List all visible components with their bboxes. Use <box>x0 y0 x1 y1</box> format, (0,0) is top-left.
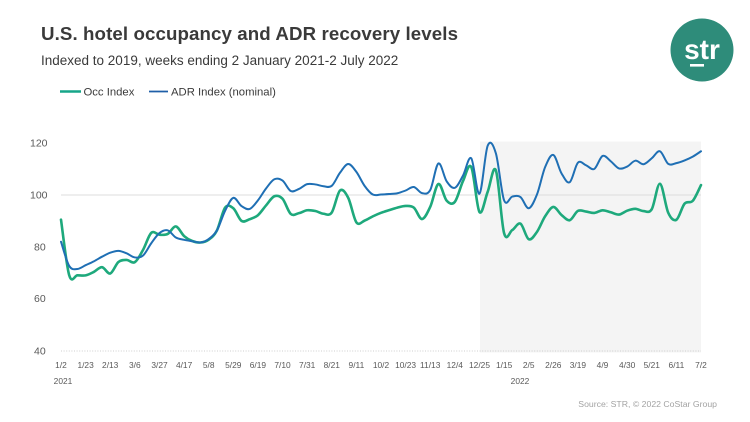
svg-text:120: 120 <box>30 138 48 150</box>
svg-text:100: 100 <box>30 190 48 202</box>
svg-text:str: str <box>684 34 720 65</box>
svg-text:80: 80 <box>34 242 46 254</box>
svg-text:ADR Index (nominal): ADR Index (nominal) <box>171 87 276 99</box>
svg-text:60: 60 <box>34 293 46 305</box>
svg-text:40: 40 <box>34 346 46 358</box>
svg-text:Occ Index: Occ Index <box>84 87 135 99</box>
